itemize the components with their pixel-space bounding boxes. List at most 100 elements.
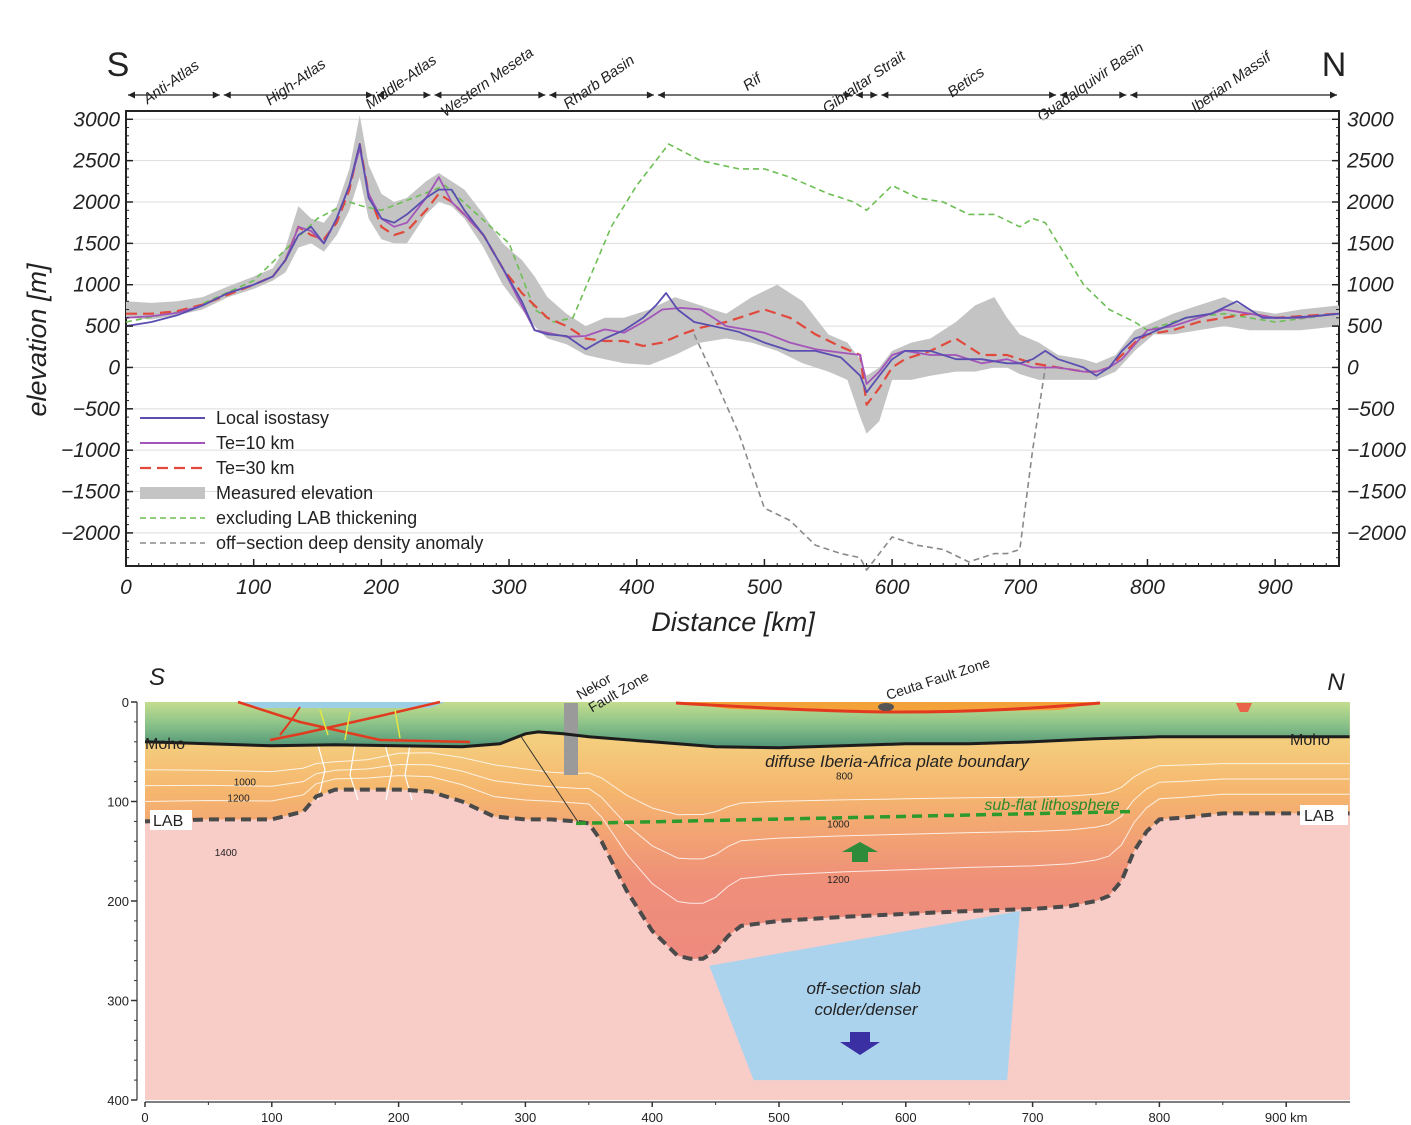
y-tick-label-right: 2500	[1346, 150, 1394, 173]
southern-basin	[240, 702, 445, 708]
distance-tick-label: 200	[388, 1110, 410, 1125]
slab-label: off-section slab colder/denser	[806, 979, 925, 1019]
region-arrow-right	[212, 91, 220, 99]
distance-tick-label: 300	[515, 1110, 537, 1125]
series-te-30-km	[126, 143, 1340, 406]
region-label: Iberian Massif	[1188, 48, 1276, 117]
veins	[317, 744, 413, 801]
region-arrow-left	[1060, 91, 1068, 99]
x-tick-label: 500	[747, 576, 782, 599]
isotherm-label: 1000	[234, 778, 257, 789]
region-arrow-left	[434, 91, 442, 99]
mantle-lithosphere	[145, 702, 1350, 959]
region-bar: Anti-Atlas High-Atlas Middle-AtlasWestern …	[128, 39, 1337, 125]
x-tick-label: 300	[492, 576, 527, 599]
x-tick-label: 200	[363, 576, 399, 599]
y-tick-label: 3000	[73, 108, 120, 131]
lab-label-right-bg	[1300, 805, 1348, 825]
y-tick-label: 2000	[72, 191, 120, 214]
region-label: Gibraltar Strait	[820, 47, 910, 117]
isotherm-line	[144, 752, 1350, 816]
atlas-fault-2	[269, 700, 441, 742]
isotherms	[144, 752, 1350, 904]
surface-features	[237, 700, 1252, 826]
y-tick-label: −500	[73, 398, 121, 421]
y-tick-label-right: 3000	[1347, 108, 1394, 131]
legend-label: off−section deep density anomaly	[216, 533, 483, 553]
slab-line-1: off-section slab	[806, 979, 920, 998]
region-arrow-left	[549, 91, 557, 99]
measured-elevation-band	[126, 115, 1339, 434]
series-lines	[125, 143, 1340, 571]
depth-tick-label: 100	[107, 795, 129, 810]
section-axes: 0 100 200 300 400 0 100 200 300 400 500 600 700 800 90…	[107, 695, 1350, 1125]
x-tick-label: 600	[875, 576, 910, 599]
lab-label-right: LAB	[1304, 808, 1334, 825]
series-local-isostasy	[125, 143, 1340, 394]
crust	[145, 702, 1350, 748]
x-tick-label: 700	[1002, 576, 1037, 599]
region-arrow-left	[855, 91, 863, 99]
distance-tick-label: 700	[1022, 1110, 1044, 1125]
region-arrow-right	[365, 91, 373, 99]
dikes	[319, 709, 401, 741]
elevation-chart: S N Anti-Atlas High-Atlas Middle-AtlasWest…	[22, 39, 1406, 637]
y-tick-label-right: −2000	[1347, 522, 1406, 545]
isotherm-label: 1400	[215, 848, 238, 859]
region-label: Rif	[740, 69, 766, 94]
region-label: Rharb Basin	[560, 52, 637, 113]
region-arrow-right	[870, 91, 878, 99]
sub-flat-lithosphere-label: sub-flat lithosphere	[984, 797, 1119, 814]
grid	[126, 118, 1339, 534]
distance-tick-label: 900 km	[1265, 1110, 1308, 1125]
lab-line	[144, 787, 1350, 961]
x-tick-label: 100	[236, 576, 271, 599]
region-label: High-Atlas	[263, 55, 330, 109]
fault-symbol	[878, 703, 894, 711]
y-tick-label: −1000	[61, 439, 120, 462]
region-arrow-right	[1119, 91, 1127, 99]
legend-label: Te=30 km	[216, 458, 295, 478]
x-tick-label: 800	[1130, 576, 1165, 599]
y-tick-label-right: 2000	[1346, 191, 1394, 214]
isotherm-line	[144, 763, 1350, 860]
distance-tick-label: 800	[1149, 1110, 1171, 1125]
isotherm-label: 800	[836, 772, 853, 783]
y-tick-label-right: 1000	[1347, 274, 1394, 297]
depth-tick-label: 0	[122, 695, 129, 710]
y-tick-label: 2500	[72, 150, 120, 173]
lab-label-left-bg	[150, 810, 192, 830]
y-tick-label: 1500	[73, 232, 120, 255]
y-axis-title: elevation [m]	[22, 262, 52, 417]
region-arrow-right	[423, 91, 431, 99]
isotherm-line	[144, 775, 1350, 904]
moho-line	[144, 730, 1350, 750]
end-label-left: S	[107, 46, 130, 84]
northern-fault	[675, 701, 1101, 714]
y-tick-label-right: 1500	[1347, 232, 1394, 255]
legend-label: Measured elevation	[216, 483, 373, 503]
y-tick-label-right: −500	[1347, 398, 1395, 421]
series-excluding-lab-thickening	[125, 143, 1340, 332]
region-label: Guadalquivir Basin	[1034, 39, 1147, 125]
distance-tick-label: 400	[641, 1110, 663, 1125]
region-label: Western Meseta	[438, 44, 537, 120]
region-arrow-right	[1049, 91, 1057, 99]
region-arrow-right	[646, 91, 654, 99]
section-end-label-left: S	[149, 664, 165, 691]
y-tick-label: 1000	[73, 274, 120, 297]
y-tick-label-right: 500	[1347, 315, 1382, 338]
legend: Local isostasy Te=10 km Te=30 km Measured e…	[140, 408, 483, 553]
atlas-fault-1	[237, 700, 471, 744]
blue-down-arrow	[840, 1032, 880, 1055]
y-tick-label-right: −1500	[1347, 481, 1406, 504]
fault-zone-column	[564, 703, 578, 775]
y-tick-label-right: 0	[1347, 356, 1359, 379]
section-end-label-right: N	[1327, 669, 1345, 696]
region-arrow-left	[223, 91, 231, 99]
region-label: Middle-Atlas	[362, 51, 440, 113]
region-arrow-right	[1330, 91, 1337, 99]
isotherm-label: 1200	[827, 875, 850, 886]
moho-label-right: Moho	[1290, 732, 1330, 749]
